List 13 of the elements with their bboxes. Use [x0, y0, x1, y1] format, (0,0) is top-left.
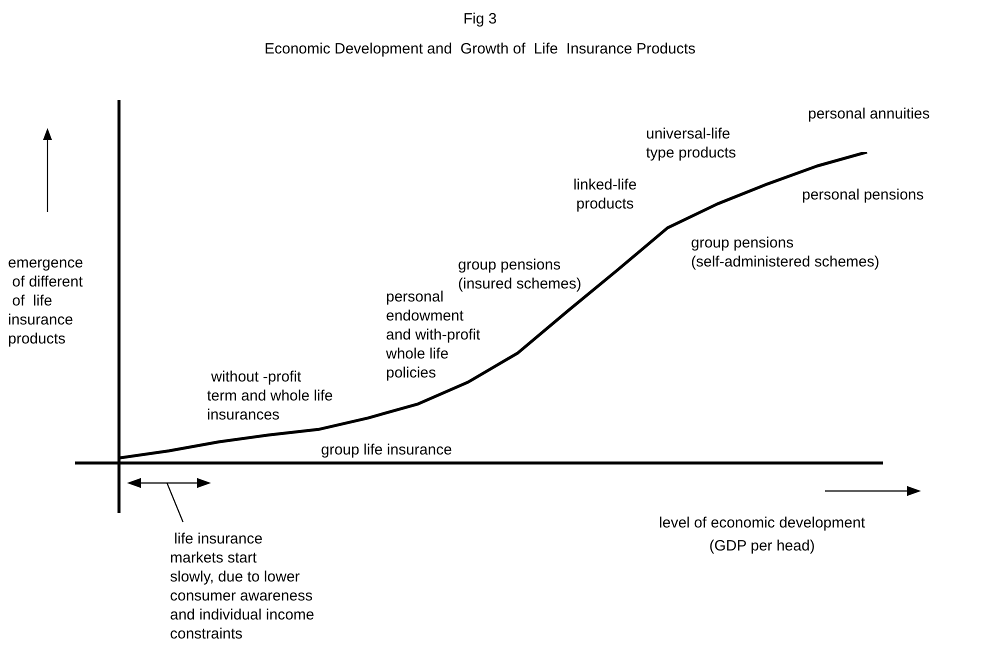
text: life insurance markets start slowly, due to lower consumer awareness and individual income constraints — [170, 530, 314, 643]
chart-subtitle: Economic Development and Growth of Life Insurance Products — [264, 40, 696, 58]
annotation: personal pensions — [802, 186, 924, 204]
annotation: group pensions (insured schemes) — [458, 256, 582, 293]
annotation: linked-life products — [573, 176, 637, 213]
chart-title: Fig 3 — [463, 10, 497, 28]
text: personal annuities — [808, 106, 930, 123]
annotation: group life insurance — [321, 442, 452, 459]
y-axis-title: emergence of different of life insurance products — [8, 254, 84, 348]
x-axis-title: level of economic development (GDP per head) — [659, 514, 866, 555]
annotation: universal-life type products — [646, 126, 736, 162]
annotation: group pensions (self-administered schemes) — [691, 234, 880, 271]
annotation: without -profit term and whole life insurances — [207, 368, 333, 424]
